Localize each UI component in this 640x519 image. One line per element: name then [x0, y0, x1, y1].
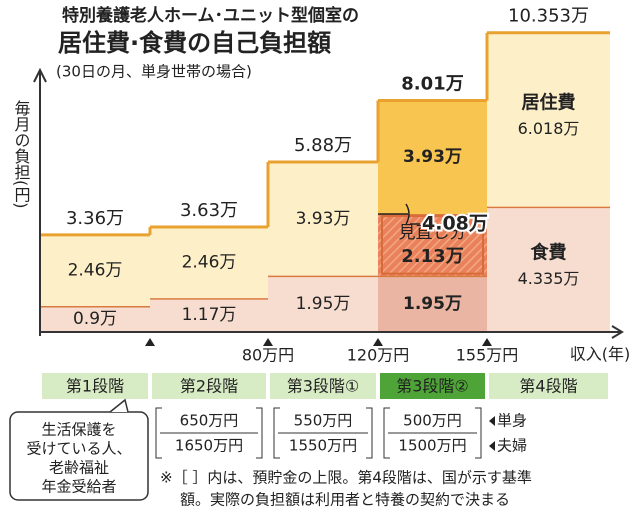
boundary-tick [482, 338, 492, 346]
savings-cell: 650万円 [180, 412, 239, 430]
value-label: 6.018万 [518, 119, 580, 138]
bracket [273, 407, 373, 459]
category-bg [152, 373, 266, 399]
row-label: 単身 [497, 412, 527, 430]
savings-cell: 500万円 [403, 412, 462, 430]
result-label: 4.08万 [422, 213, 488, 235]
value-label: 2.13万 [401, 246, 463, 267]
total-label: 3.36万 [66, 208, 124, 229]
value-label: 1.95万 [403, 294, 462, 314]
series-name: 見直し分 [399, 223, 467, 243]
bar-segment [268, 275, 378, 332]
x-tick-label: 第2段階 [180, 377, 238, 396]
bar-segment [378, 100, 487, 215]
category-bg [380, 373, 485, 399]
row-pointer [489, 416, 495, 426]
supertitle: 特別養護老人ホーム･ユニット型個室の [62, 5, 359, 26]
x-tick-label: 第3段階② [396, 377, 469, 396]
category-bg [270, 373, 376, 399]
total-label: 5.88万 [294, 135, 352, 156]
chart-title: 居住費·食費の自己負担額 [58, 29, 331, 57]
footnote-line: 額。実際の負担額は利用者と特養の契約で決まる [180, 491, 510, 509]
boundary-label: 120万円 [347, 346, 410, 365]
boundary-tick [373, 338, 383, 346]
row-label: 夫婦 [497, 437, 527, 455]
y-axis [33, 67, 47, 336]
footnote-line: ※［ ］内は、預貯金の上限。第4段階は、国が示す基準 [160, 469, 532, 487]
left-box-line: 老齢福祉 [49, 459, 109, 477]
value-label: 3.93万 [296, 209, 351, 229]
value-label: 2.46万 [182, 253, 237, 273]
subtitle: (30日の月、単身世帯の場合) [56, 63, 252, 81]
result-arrow [405, 203, 420, 225]
value-label: 1.17万 [182, 305, 237, 325]
x-axis-label: 収入(年) [570, 345, 631, 364]
category-bg [42, 373, 148, 399]
series-name: 居住費 [522, 92, 576, 114]
bar-segment [378, 275, 487, 332]
boundary-label: 80万円 [242, 346, 294, 365]
x-tick-label: 第4段階 [519, 377, 577, 396]
total-label: 3.63万 [180, 200, 238, 221]
bar-segment [487, 206, 610, 332]
highlight-frame [381, 215, 484, 275]
total-label: 10.353万 [508, 6, 589, 27]
x-tick-label: 第3段階① [287, 377, 360, 396]
left-box-line: 年金受給者 [41, 478, 116, 496]
bracket [155, 407, 263, 459]
value-label: 3.93万 [403, 147, 462, 167]
bar-segment [378, 214, 487, 276]
value-label: 1.95万 [296, 294, 351, 314]
left-box-pointer [109, 398, 129, 413]
left-box-line: 受けている人、 [26, 440, 131, 458]
savings-cell: 1550万円 [289, 437, 357, 455]
boundary-tick [263, 338, 273, 346]
left-box [9, 411, 149, 501]
series-name: 食費 [530, 241, 567, 263]
bar-segment [150, 298, 268, 332]
x-axis [40, 325, 624, 339]
savings-cell: 1500万円 [398, 437, 466, 455]
savings-cell: 550万円 [294, 412, 353, 430]
bar-segment [487, 32, 610, 207]
savings-cell: 1650万円 [175, 437, 243, 455]
value-label: 4.335万 [518, 269, 580, 288]
bar-segment [150, 227, 268, 299]
value-label: 2.46万 [68, 260, 123, 280]
y-axis-label: 毎月の負担(円) [12, 100, 31, 208]
left-box-line: 生活保護を [41, 421, 116, 439]
boundary-label: 155万円 [456, 346, 519, 365]
boundary-tick [145, 338, 155, 346]
total-label: 8.01万 [401, 73, 463, 94]
value-label: 0.9万 [73, 309, 117, 329]
category-bg [489, 373, 608, 399]
x-tick-label: 第1段階 [66, 377, 124, 396]
bar-segment [40, 305, 150, 332]
row-pointer [489, 441, 495, 451]
bracket [383, 407, 482, 459]
y-axis-label-text: 毎月の負担(円) [12, 100, 31, 208]
bar-segment [268, 162, 378, 276]
bar-segment [40, 234, 150, 306]
